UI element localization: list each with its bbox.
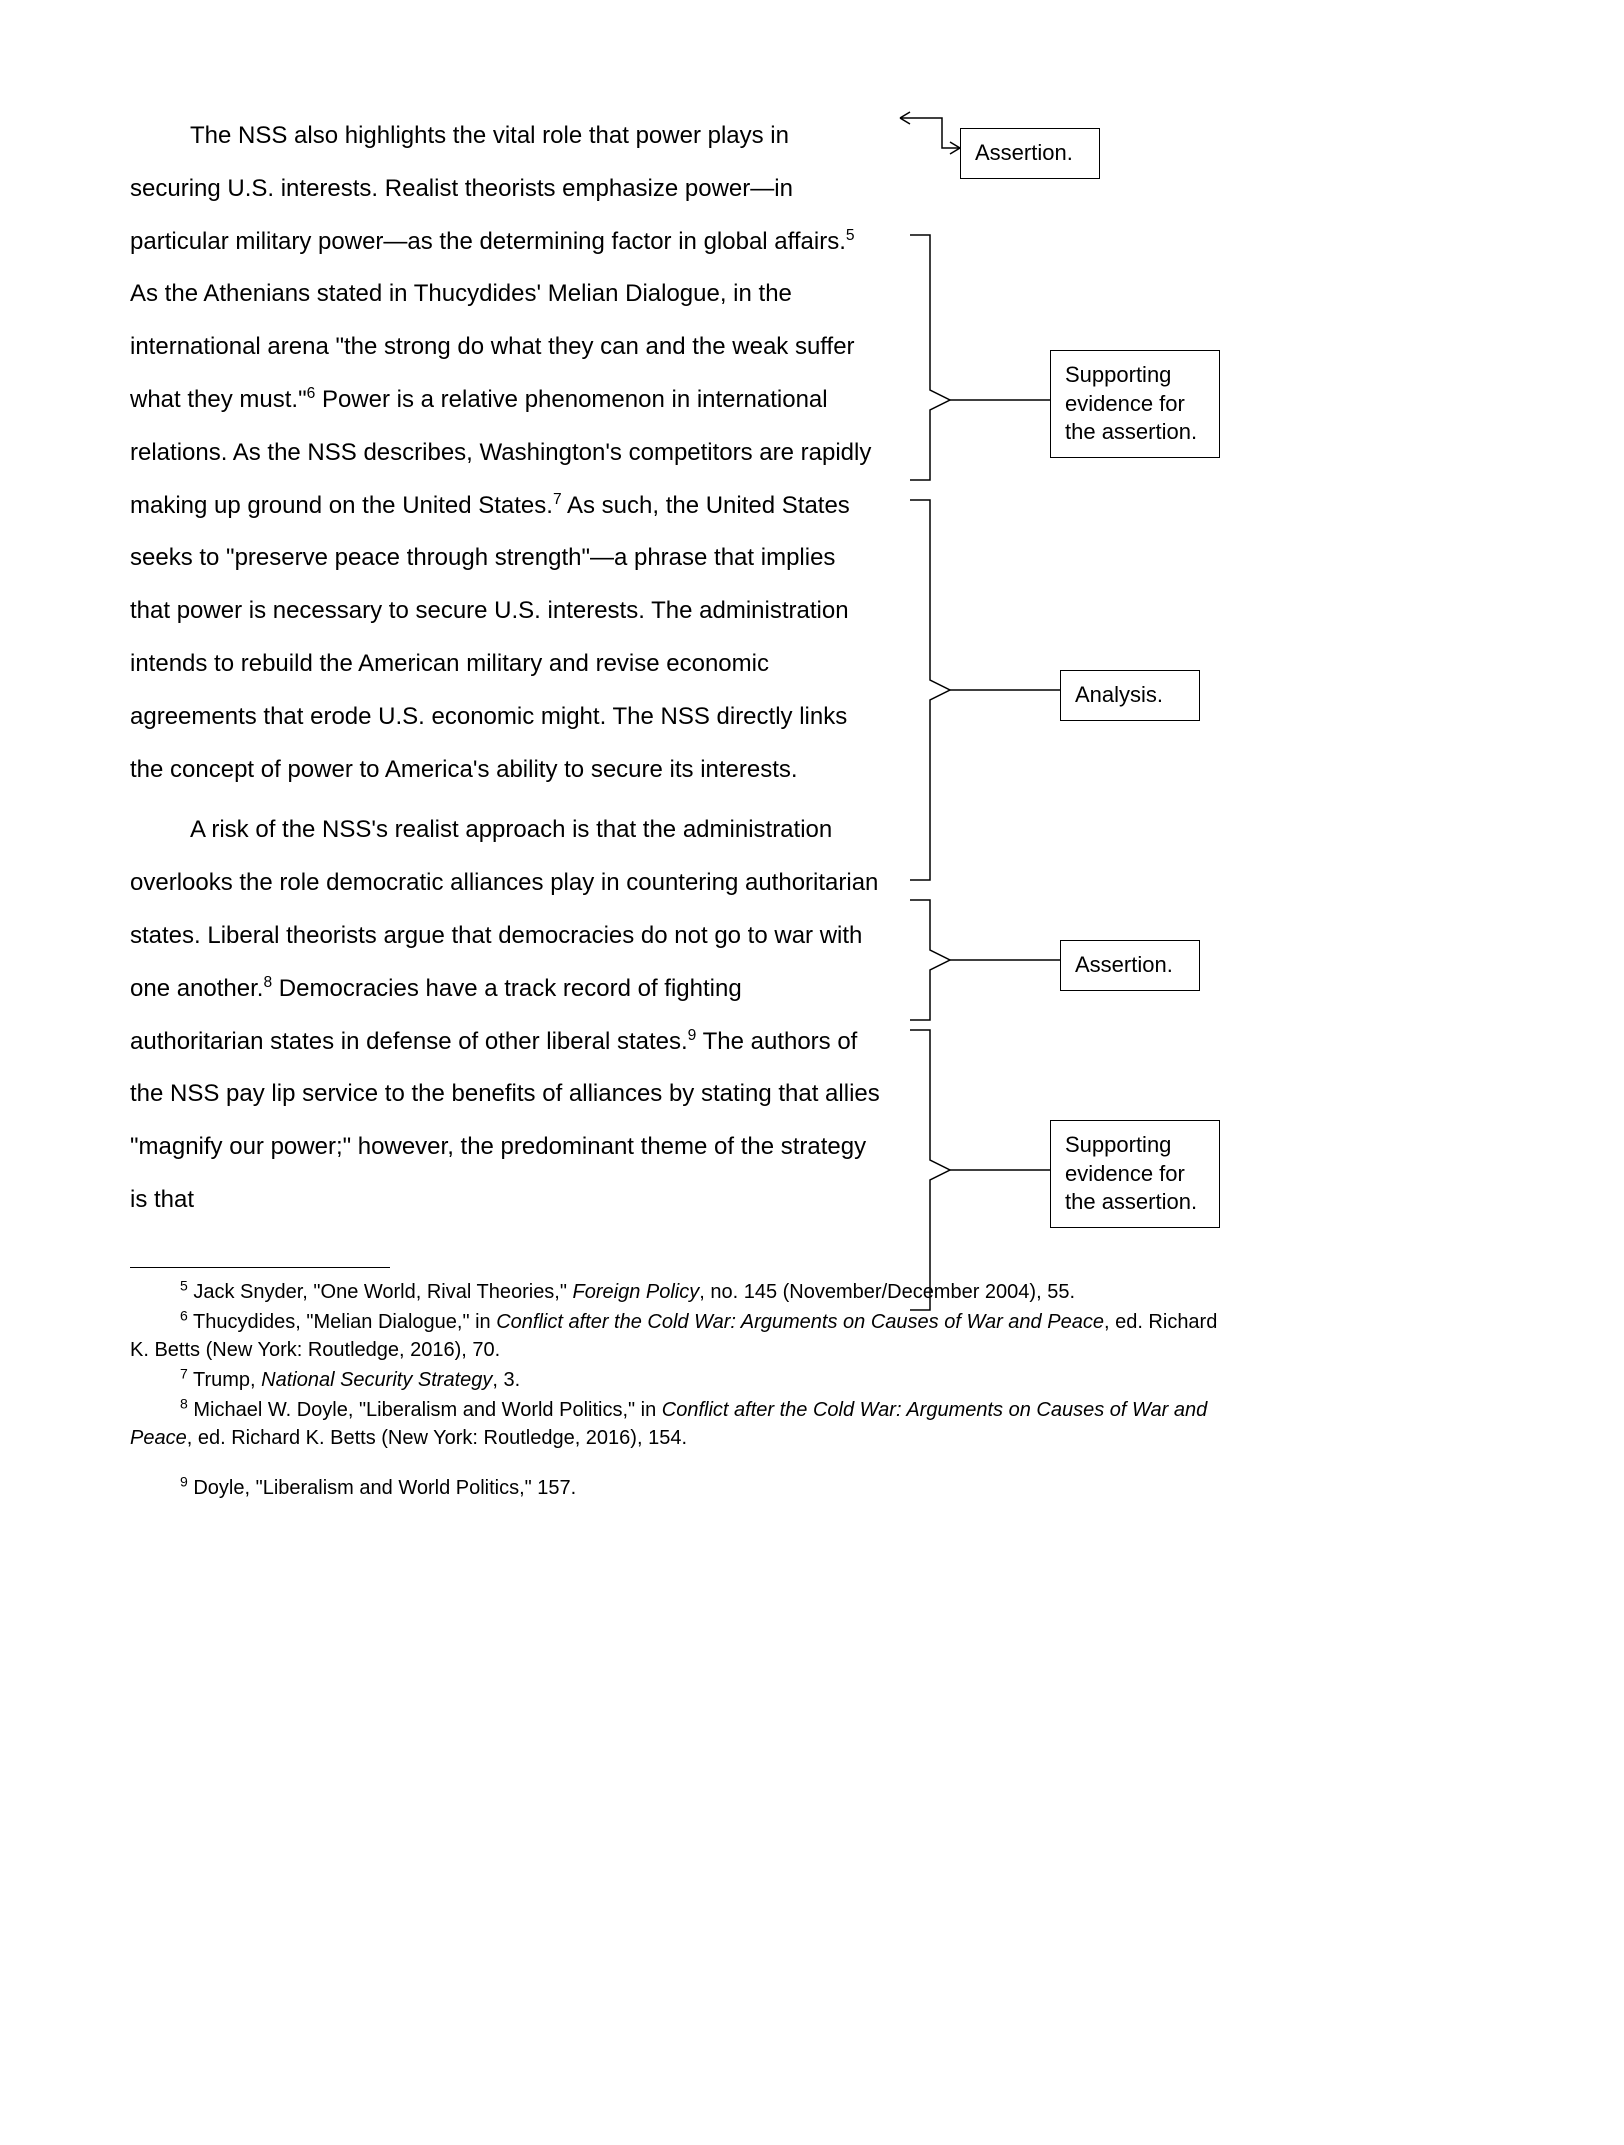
annotation-assertion-1: Assertion.: [960, 128, 1100, 179]
bracket-supporting-1: [910, 235, 1050, 480]
annotation-analysis: Analysis.: [1060, 670, 1200, 721]
fnref-5: 5: [846, 227, 855, 244]
bracket-analysis: [910, 500, 1060, 880]
fn5-pre: Jack Snyder, "One World, Rival Theories,…: [188, 1281, 573, 1303]
fn5-post: , no. 145 (November/December 2004), 55.: [699, 1281, 1075, 1303]
fn8-post: , ed. Richard K. Betts (New York: Routle…: [187, 1427, 687, 1449]
footnote-6: 6 Thucydides, "Melian Dialogue," in Conf…: [130, 1308, 1230, 1364]
fn-num-6: 6: [180, 1307, 188, 1323]
annotation-supporting-1: Supporting evidence for the assertion.: [1050, 350, 1220, 458]
fn7-pre: Trump,: [188, 1369, 261, 1391]
paragraph-2: A risk of the NSS's realist approach is …: [130, 804, 880, 1226]
bracket-supporting-2: [910, 1030, 1050, 1310]
fn9-pre: Doyle, "Liberalism and World Politics," …: [188, 1477, 576, 1499]
fn7-post: , 3.: [492, 1369, 520, 1391]
fn5-ital: Foreign Policy: [573, 1281, 700, 1303]
annotation-supporting-2: Supporting evidence for the assertion.: [1050, 1120, 1220, 1228]
fn-num-5: 5: [180, 1277, 188, 1293]
fn-num-9: 9: [180, 1473, 188, 1489]
arrow-assertion-1: [900, 112, 960, 154]
fn8-pre: Michael W. Doyle, "Liberalism and World …: [188, 1399, 662, 1421]
p2-seg3: The authors of the NSS pay lip service t…: [130, 1028, 880, 1213]
footnote-7: 7 Trump, National Security Strategy, 3.: [130, 1366, 1230, 1394]
footnote-8: 8 Michael W. Doyle, "Liberalism and Worl…: [130, 1396, 1230, 1452]
fn7-ital: National Security Strategy: [261, 1369, 492, 1391]
footnote-separator: [130, 1267, 390, 1268]
annotation-assertion-2: Assertion.: [1060, 940, 1200, 991]
footnote-9: 9 Doyle, "Liberalism and World Politics,…: [130, 1474, 1230, 1502]
fnref-6: 6: [307, 385, 316, 402]
fn6-pre: Thucydides, "Melian Dialogue," in: [188, 1311, 496, 1333]
p1-seg4: As such, the United States seeks to "pre…: [130, 492, 850, 783]
page: The NSS also highlights the vital role t…: [130, 110, 1564, 1502]
fnref-7: 7: [553, 491, 562, 508]
bracket-assertion-2: [910, 900, 1060, 1020]
p1-seg1: The NSS also highlights the vital role t…: [130, 122, 846, 255]
fnref-8: 8: [263, 974, 272, 991]
fn-num-7: 7: [180, 1365, 188, 1381]
fn-num-8: 8: [180, 1395, 188, 1411]
footnotes-block: 5 Jack Snyder, "One World, Rival Theorie…: [130, 1278, 1230, 1502]
footnote-5: 5 Jack Snyder, "One World, Rival Theorie…: [130, 1278, 1230, 1306]
body-column: The NSS also highlights the vital role t…: [130, 110, 880, 1227]
fn6-ital: Conflict after the Cold War: Arguments o…: [496, 1311, 1104, 1333]
paragraph-1: The NSS also highlights the vital role t…: [130, 110, 880, 796]
